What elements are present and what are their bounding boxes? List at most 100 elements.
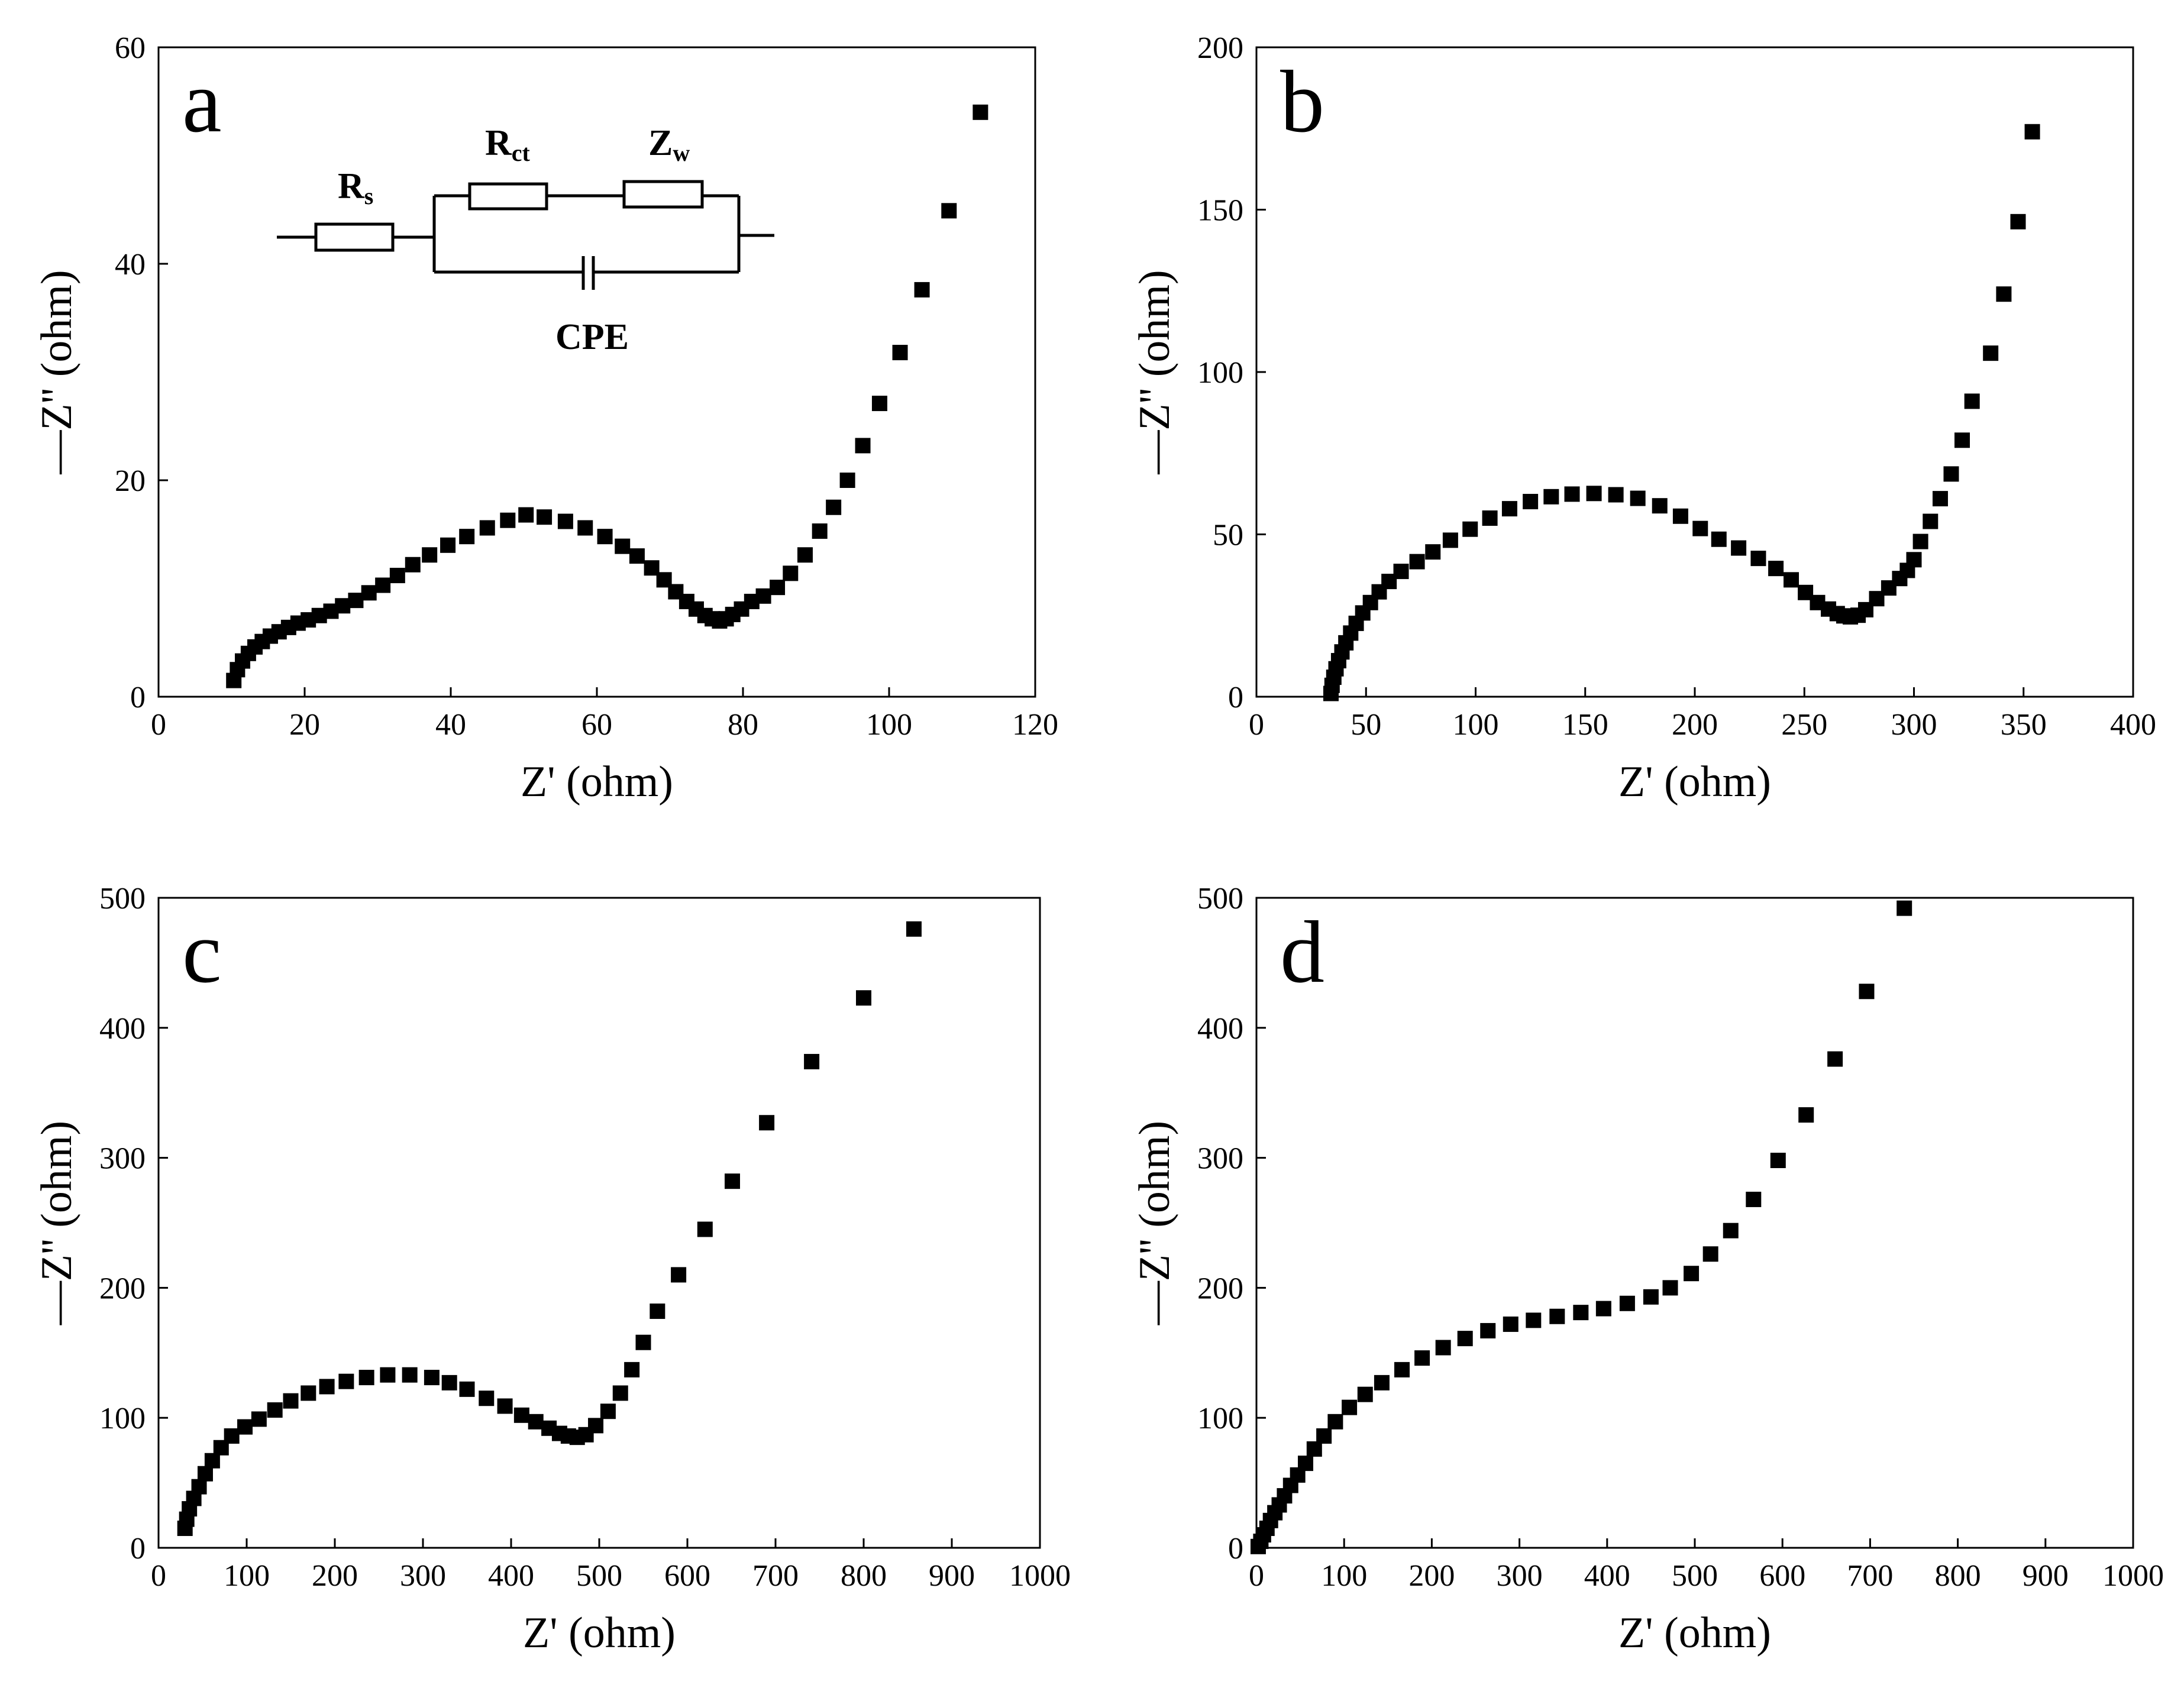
data-point-d: [1798, 1107, 1814, 1123]
x-tick-label-a: 60: [581, 708, 612, 742]
y-tick-label-a: 0: [130, 681, 146, 714]
data-point-a: [537, 509, 553, 525]
data-point-c: [600, 1404, 616, 1419]
data-point-a: [855, 438, 871, 454]
data-point-b: [1954, 432, 1970, 448]
data-point-c: [671, 1267, 687, 1283]
x-tick-label-c: 700: [752, 1559, 799, 1593]
data-point-c: [612, 1385, 628, 1401]
x-tick-label-c: 200: [312, 1559, 358, 1593]
x-tick-label-c: 500: [576, 1559, 622, 1593]
label-rct-sub: ct: [512, 140, 531, 166]
data-point-c: [459, 1381, 475, 1397]
resistor-rct: [468, 182, 548, 211]
data-point-b: [1912, 533, 1928, 549]
panel-letter-c: c: [182, 903, 222, 1001]
data-point-a: [557, 513, 573, 529]
data-point-b: [1964, 393, 1980, 409]
data-point-d: [1662, 1280, 1678, 1296]
y-tick-label-c: 500: [99, 882, 146, 916]
y-tick-label-c: 100: [99, 1402, 146, 1435]
data-point-b: [1393, 564, 1409, 580]
x-tick-label-c: 900: [929, 1559, 975, 1593]
data-point-b: [1523, 494, 1539, 510]
data-point-b: [1652, 498, 1668, 514]
data-point-a: [597, 529, 613, 545]
data-point-b: [1784, 572, 1799, 588]
data-point-c: [301, 1385, 316, 1401]
y-axis-label-b: —Z'' (ohm): [1130, 270, 1179, 474]
x-tick-label-a: 40: [435, 708, 466, 742]
data-point-b: [1543, 489, 1559, 505]
data-point-b: [1731, 540, 1747, 556]
y-tick-label-d: 100: [1197, 1402, 1243, 1435]
x-tick-label-a: 120: [1012, 708, 1058, 742]
data-point-d: [1503, 1316, 1519, 1332]
data-point-b: [1692, 520, 1708, 536]
x-axis-label-d: Z' (ohm): [1618, 1609, 1771, 1657]
data-point-a: [479, 520, 495, 536]
x-tick-label-d: 600: [1759, 1559, 1805, 1593]
panel-c: 0 100 200 300 400 500 600 700 800 900 1000 0 100 200 3…: [33, 882, 1071, 1657]
data-point-c: [528, 1414, 544, 1430]
data-point-b: [1672, 508, 1688, 524]
data-point-d: [1457, 1331, 1473, 1347]
data-point-b: [1711, 531, 1727, 547]
x-tick-label-c: 1000: [1009, 1559, 1071, 1593]
panel-d: 0 100 200 300 400 500 600 700 800 900 1000 0 100 200 3…: [1130, 882, 2164, 1657]
data-point-d: [1702, 1246, 1718, 1262]
panel-letter-d: d: [1280, 903, 1324, 1001]
label-rs-sub: s: [364, 183, 374, 209]
y-tick-label-c: 400: [99, 1012, 146, 1046]
data-point-b: [1630, 490, 1646, 506]
label-zw-sub: w: [673, 140, 690, 166]
data-point-a: [973, 104, 988, 120]
y-axis-label-c: —Z'' (ohm): [33, 1121, 81, 1325]
y-tick-label-c: 300: [99, 1142, 146, 1176]
data-point-c: [441, 1375, 457, 1390]
data-point-c: [338, 1373, 354, 1389]
x-tick-label-d: 200: [1408, 1559, 1455, 1593]
data-point-d: [1859, 984, 1875, 1000]
label-zw: Zw: [648, 123, 690, 166]
x-tick-label-b: 0: [1249, 708, 1264, 742]
data-point-a: [755, 588, 771, 604]
y-tick-label-b: 150: [1197, 194, 1243, 228]
data-point-a: [615, 538, 631, 554]
data-point-b: [1608, 487, 1624, 503]
data-point-d: [1414, 1350, 1430, 1366]
data-point-d: [1342, 1399, 1358, 1415]
data-point-c: [191, 1479, 207, 1495]
y-tick-label-c: 0: [130, 1532, 146, 1566]
data-point-c: [224, 1428, 240, 1444]
label-rs: Rs: [338, 166, 373, 209]
data-point-d: [1595, 1301, 1611, 1317]
data-point-d: [1684, 1266, 1700, 1282]
data-point-a: [629, 548, 645, 564]
data-point-a: [405, 557, 421, 573]
data-point-c: [724, 1173, 740, 1189]
plot-frame-b: [1255, 46, 2134, 698]
x-tick-label-d: 800: [1935, 1559, 1981, 1593]
data-point-c: [237, 1419, 253, 1435]
data-point-d: [1897, 900, 1912, 916]
data-point-c: [251, 1411, 267, 1427]
x-tick-label-a: 100: [866, 708, 912, 742]
data-point-c: [635, 1334, 651, 1350]
panel-a: 0 20 40 60 80 100 120 0 20 40 60 Z' (ohm) —Z'' (ohm)…: [33, 31, 1058, 806]
data-point-d: [1549, 1308, 1565, 1324]
data-point-d: [1316, 1428, 1332, 1444]
data-point-c: [804, 1053, 820, 1069]
panel-letter-a: a: [182, 53, 222, 151]
data-point-c: [319, 1379, 335, 1395]
x-tick-label-c: 300: [400, 1559, 446, 1593]
plot-frame-c: [157, 897, 1041, 1549]
y-tick-label-d: 0: [1228, 1532, 1243, 1566]
y-tick-label-a: 60: [115, 31, 146, 65]
data-point-d: [1526, 1312, 1542, 1328]
data-point-c: [424, 1370, 440, 1386]
data-point-d: [1394, 1362, 1410, 1377]
plot-frame-d: [1255, 897, 2134, 1549]
y-tick-label-b: 200: [1197, 31, 1243, 65]
x-axis-label-c: Z' (ohm): [523, 1609, 676, 1657]
